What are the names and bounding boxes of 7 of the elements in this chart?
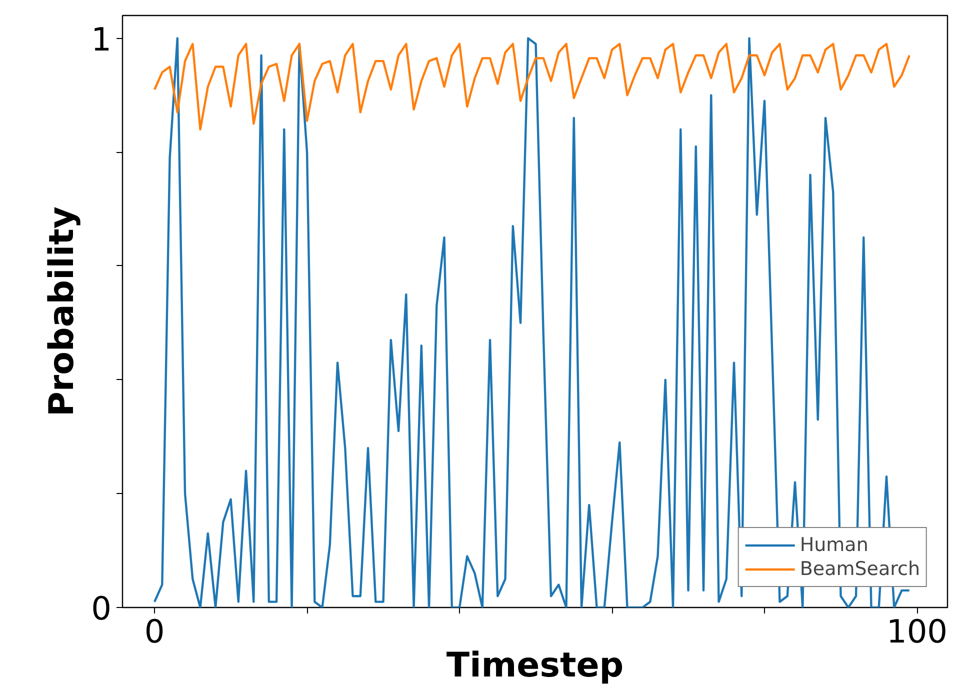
y-tick-label: 1 (91, 20, 112, 58)
y-axis-title: Probability (42, 206, 82, 417)
x-tick-label: 100 (886, 612, 948, 650)
x-axis-title: Timestep (446, 646, 624, 686)
legend-label: BeamSearch (800, 558, 920, 580)
line-series (153, 42, 910, 130)
legend-label: Human (800, 534, 868, 556)
